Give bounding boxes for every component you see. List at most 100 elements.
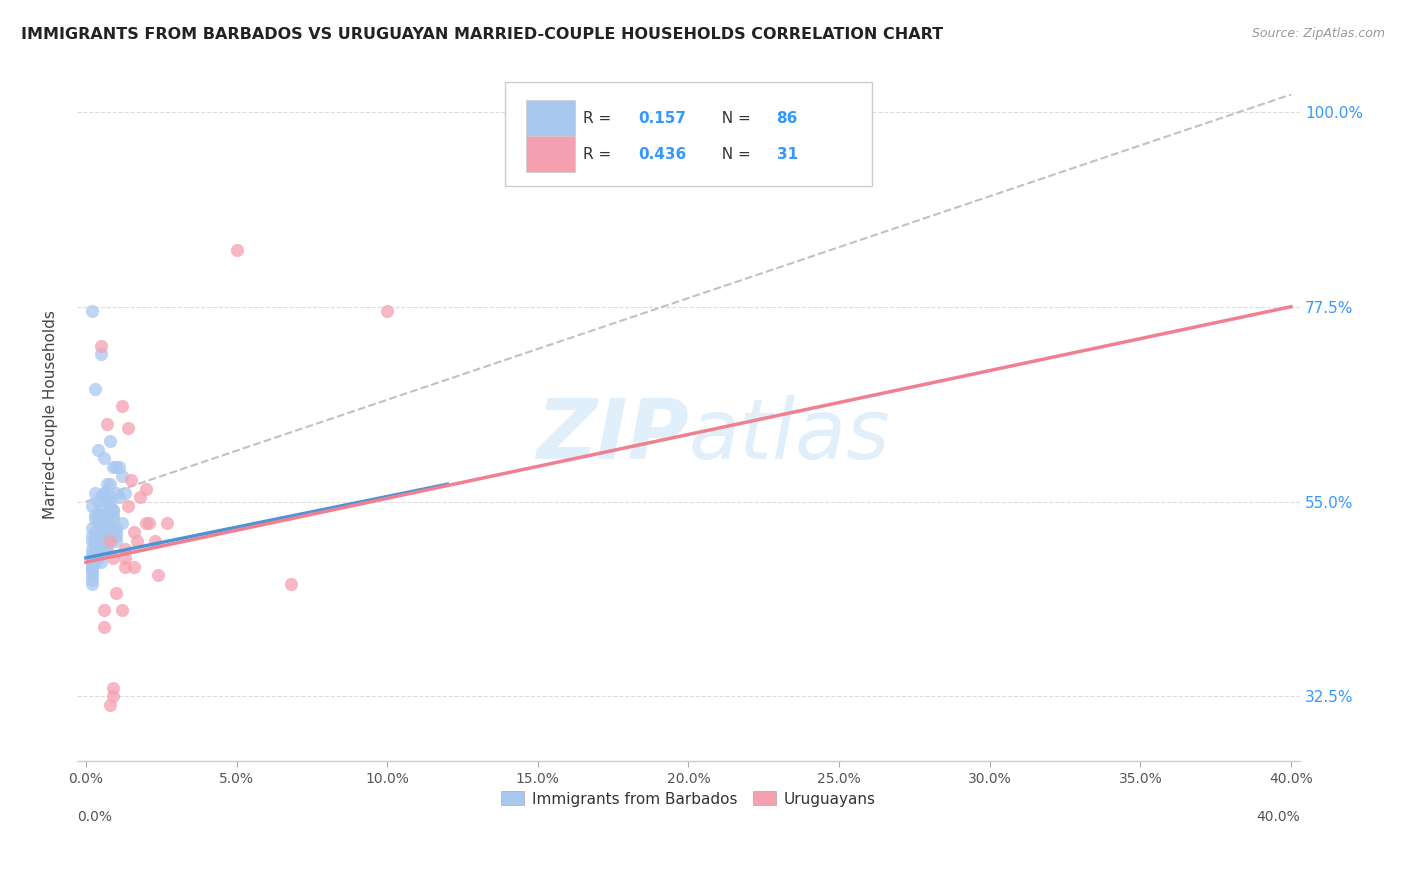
FancyBboxPatch shape bbox=[526, 136, 575, 172]
Point bbox=[135, 482, 157, 496]
Point bbox=[80, 542, 103, 557]
Y-axis label: Married-couple Households: Married-couple Households bbox=[44, 310, 58, 519]
Point bbox=[96, 538, 118, 552]
Text: ZIP: ZIP bbox=[536, 395, 689, 476]
Point bbox=[101, 550, 124, 565]
Point bbox=[93, 533, 115, 548]
Point bbox=[101, 512, 124, 526]
Point bbox=[87, 516, 110, 531]
Point bbox=[93, 529, 115, 543]
Point bbox=[156, 516, 179, 531]
Point bbox=[80, 573, 103, 587]
Point bbox=[87, 508, 110, 522]
Text: Source: ZipAtlas.com: Source: ZipAtlas.com bbox=[1251, 27, 1385, 40]
Point bbox=[93, 516, 115, 531]
Point bbox=[98, 529, 121, 543]
Point bbox=[84, 555, 107, 569]
Point bbox=[87, 550, 110, 565]
Point bbox=[84, 538, 107, 552]
Point bbox=[80, 577, 103, 591]
Text: 40.0%: 40.0% bbox=[1257, 810, 1301, 824]
Point bbox=[101, 503, 124, 517]
Point bbox=[90, 508, 112, 522]
Point bbox=[90, 347, 112, 361]
Text: R =: R = bbox=[583, 146, 616, 161]
Point bbox=[87, 529, 110, 543]
Point bbox=[93, 508, 115, 522]
Point bbox=[96, 494, 118, 508]
Point bbox=[111, 399, 134, 413]
Point bbox=[80, 499, 103, 513]
Point bbox=[90, 542, 112, 557]
Point bbox=[80, 559, 103, 574]
Legend: Immigrants from Barbados, Uruguayans: Immigrants from Barbados, Uruguayans bbox=[495, 785, 882, 813]
Point bbox=[98, 698, 121, 712]
Point bbox=[90, 516, 112, 531]
Text: IMMIGRANTS FROM BARBADOS VS URUGUAYAN MARRIED-COUPLE HOUSEHOLDS CORRELATION CHAR: IMMIGRANTS FROM BARBADOS VS URUGUAYAN MA… bbox=[21, 27, 943, 42]
Point bbox=[129, 490, 152, 504]
Point bbox=[87, 442, 110, 457]
Text: N =: N = bbox=[711, 111, 755, 126]
Text: atlas: atlas bbox=[689, 395, 890, 476]
Point bbox=[96, 512, 118, 526]
Text: 0.436: 0.436 bbox=[638, 146, 686, 161]
Point bbox=[80, 564, 103, 578]
Point bbox=[122, 559, 145, 574]
Point bbox=[96, 533, 118, 548]
Point bbox=[90, 490, 112, 504]
Point bbox=[90, 542, 112, 557]
Point bbox=[80, 533, 103, 548]
Point bbox=[84, 508, 107, 522]
Point bbox=[90, 339, 112, 353]
Point bbox=[96, 542, 118, 557]
Point bbox=[93, 486, 115, 500]
Point bbox=[90, 542, 112, 557]
Point bbox=[138, 516, 160, 531]
Point bbox=[98, 533, 121, 548]
Point bbox=[84, 512, 107, 526]
Point bbox=[93, 522, 115, 536]
Point bbox=[84, 524, 107, 539]
Point bbox=[90, 524, 112, 539]
Point bbox=[96, 477, 118, 491]
Point bbox=[98, 524, 121, 539]
Point bbox=[375, 304, 398, 318]
Point bbox=[84, 547, 107, 561]
Point bbox=[84, 533, 107, 548]
Point bbox=[98, 494, 121, 508]
Point bbox=[80, 547, 103, 561]
Point bbox=[96, 533, 118, 548]
Point bbox=[101, 503, 124, 517]
Text: 0.0%: 0.0% bbox=[77, 810, 112, 824]
Point bbox=[143, 533, 166, 548]
Point bbox=[105, 486, 128, 500]
Point bbox=[122, 524, 145, 539]
Point bbox=[101, 681, 124, 695]
Point bbox=[80, 529, 103, 543]
Point bbox=[105, 459, 128, 474]
Point bbox=[108, 459, 131, 474]
Point bbox=[80, 568, 103, 582]
Point bbox=[105, 524, 128, 539]
Point bbox=[114, 542, 136, 557]
Point bbox=[120, 473, 142, 487]
Point bbox=[105, 533, 128, 548]
Point bbox=[101, 690, 124, 704]
Point bbox=[114, 559, 136, 574]
Point bbox=[90, 555, 112, 569]
Point bbox=[98, 503, 121, 517]
Point bbox=[80, 304, 103, 318]
Point bbox=[105, 585, 128, 599]
Point bbox=[90, 529, 112, 543]
Point bbox=[111, 516, 134, 531]
Point bbox=[98, 434, 121, 448]
Point bbox=[84, 486, 107, 500]
Point bbox=[90, 503, 112, 517]
Point bbox=[96, 520, 118, 534]
Point bbox=[111, 468, 134, 483]
Text: 31: 31 bbox=[776, 146, 797, 161]
Point bbox=[96, 417, 118, 431]
Point bbox=[93, 538, 115, 552]
Point bbox=[148, 568, 170, 582]
Point bbox=[117, 499, 139, 513]
